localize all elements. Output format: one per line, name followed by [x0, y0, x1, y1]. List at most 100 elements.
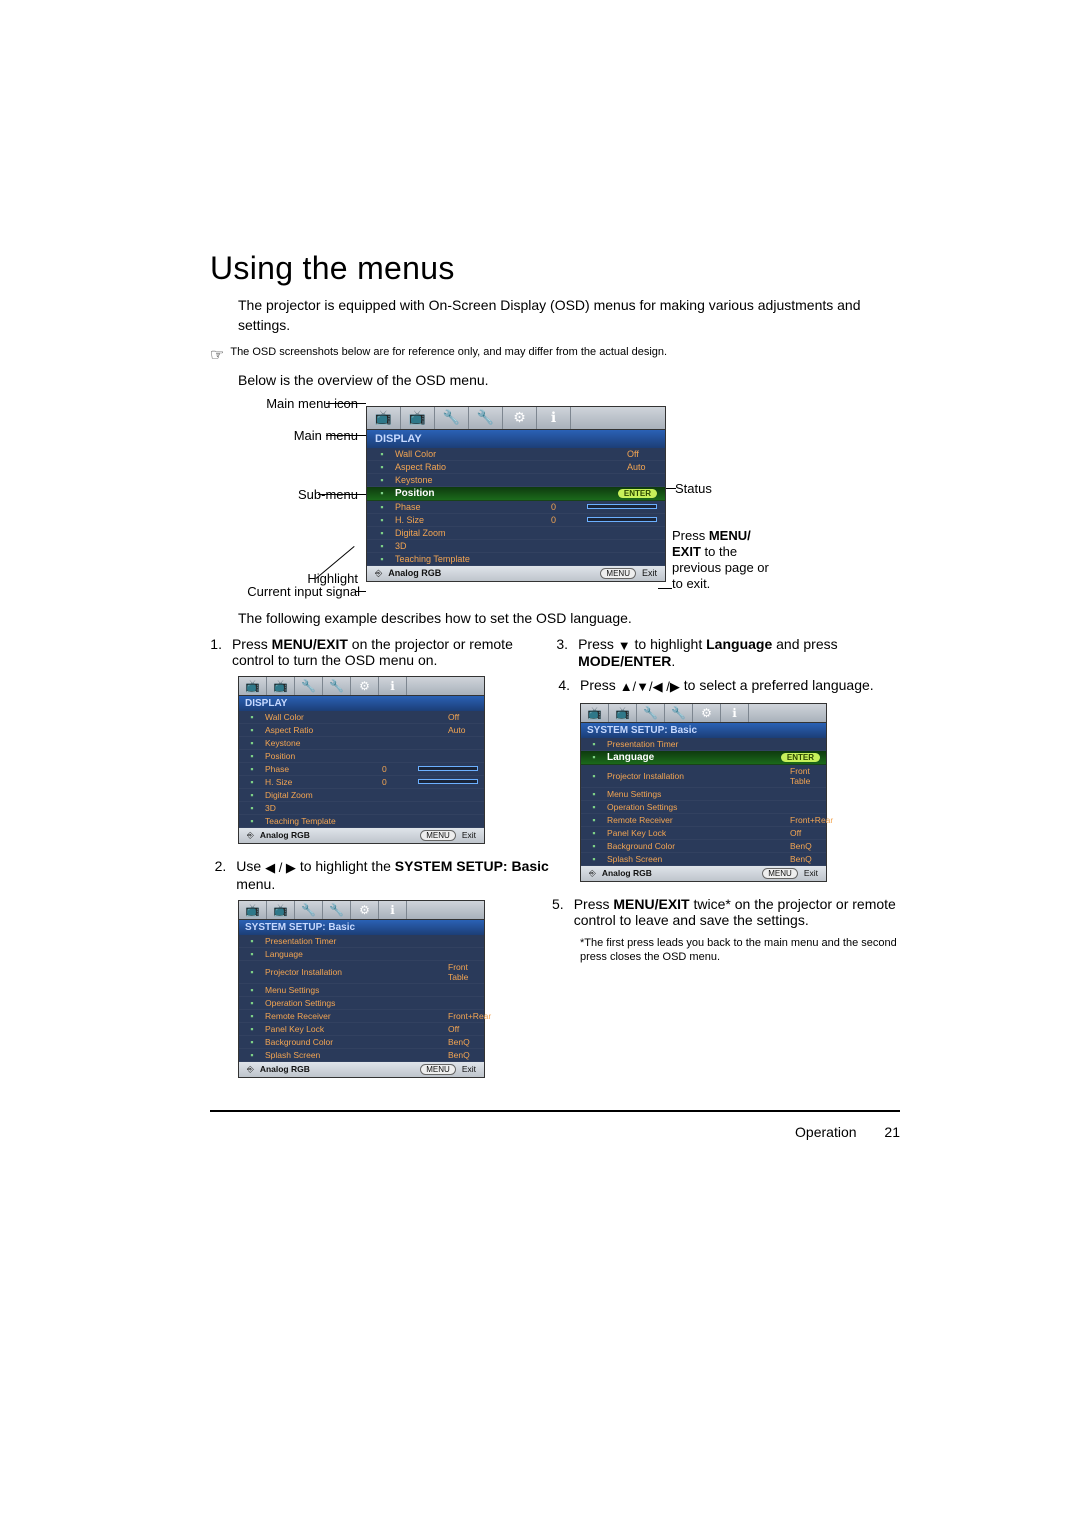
osd-menu-item: ▪3D	[239, 802, 484, 815]
osd-title: SYSTEM SETUP: Basic	[239, 920, 484, 935]
row-label: Aspect Ratio	[395, 462, 621, 472]
row-icon: ▪	[245, 816, 259, 826]
steps-desc: The following example describes how to s…	[238, 610, 900, 626]
osd-tab-icon: ℹ	[537, 407, 571, 429]
row-slider	[418, 766, 478, 771]
row-label: Menu Settings	[265, 985, 442, 995]
row-value: Off	[448, 1024, 478, 1034]
row-icon: ▪	[375, 462, 389, 472]
osd-menu-item: ▪Digital Zoom	[367, 527, 665, 540]
row-icon: ▪	[245, 790, 259, 800]
row-value: Off	[627, 449, 657, 459]
row-icon: ▪	[375, 554, 389, 564]
row-label: Language	[265, 949, 442, 959]
osd-body: ▪Presentation Timer▪LanguageENTER▪Projec…	[581, 738, 826, 866]
row-icon: ▪	[587, 739, 601, 749]
menu-chip: MENU	[420, 830, 456, 841]
osd-menu-item: ▪Presentation Timer	[239, 935, 484, 948]
osd-menu-item: ▪Splash ScreenBenQ	[581, 853, 826, 866]
signal-icon: ⎆	[375, 568, 382, 579]
osd-signal: Analog RGB	[602, 868, 756, 878]
step1-osd: 📺 📺 🔧 🔧 ⚙ ℹ DISPLAY ▪Wall ColorOff▪Aspec…	[238, 676, 485, 844]
osd-menu-item: ▪Operation Settings	[581, 801, 826, 814]
osd-menu-item: ▪Wall ColorOff	[367, 448, 665, 461]
row-icon: ▪	[245, 998, 259, 1008]
arrow-icons: ▲/▼/◀ /▶	[620, 679, 680, 695]
osd-tab-icon: ⚙	[351, 677, 379, 695]
row-icon: ▪	[245, 725, 259, 735]
row-label: Projector Installation	[265, 967, 442, 977]
osd-menu-item: ▪Phase0	[367, 501, 665, 514]
label-status: Status	[675, 481, 712, 497]
row-value: 0	[551, 515, 581, 525]
row-icon: ▪	[245, 1037, 259, 1047]
row-value: Front+Rear	[790, 815, 820, 825]
row-icon: ▪	[375, 515, 389, 525]
footer-page: 21	[884, 1124, 900, 1140]
menu-chip: MENU	[420, 1064, 456, 1075]
row-label: Wall Color	[395, 449, 621, 459]
row-icon: ▪	[245, 764, 259, 774]
row-label: Phase	[265, 764, 376, 774]
row-icon: ▪	[587, 771, 601, 781]
osd-menu-item: ▪Background ColorBenQ	[581, 840, 826, 853]
osd-menu-item: ▪PositionENTER	[367, 487, 665, 501]
row-icon: ▪	[245, 1024, 259, 1034]
signal-icon: ⎆	[247, 1064, 254, 1075]
page-heading: Using the menus	[210, 250, 900, 287]
step-1: 1. Press MENU/EXIT on the projector or r…	[238, 636, 558, 668]
label-main-menu-icon: Main menu icon	[228, 396, 358, 412]
row-icon: ▪	[375, 528, 389, 538]
row-label: Splash Screen	[265, 1050, 442, 1060]
osd-tab-icon: 🔧	[323, 901, 351, 919]
row-icon: ▪	[587, 854, 601, 864]
step5-note: *The first press leads you back to the m…	[580, 936, 900, 966]
row-icon: ▪	[587, 789, 601, 799]
row-slider	[587, 504, 657, 509]
row-icon: ▪	[245, 803, 259, 813]
osd-tab-icon: 🔧	[665, 704, 693, 722]
osd-tabs: 📺 📺 🔧 🔧 ⚙ ℹ	[367, 407, 665, 430]
overview-text: Below is the overview of the OSD menu.	[238, 372, 900, 388]
label-press-menu-exit: Press MENU/ EXIT to the previous page or…	[672, 528, 777, 593]
osd-menu-item: ▪Projector InstallationFront Table	[581, 765, 826, 788]
arrow-icons: ◀ / ▶	[265, 860, 296, 876]
row-value: Auto	[448, 725, 478, 735]
enter-badge: ENTER	[618, 489, 657, 498]
row-icon: ▪	[245, 985, 259, 995]
step-3: 3. Press ▼ to highlight Language and pre…	[580, 636, 900, 669]
osd-tab-icon: 🔧	[637, 704, 665, 722]
row-icon: ▪	[245, 738, 259, 748]
osd-menu-item: ▪Digital Zoom	[239, 789, 484, 802]
row-label: Background Color	[607, 841, 784, 851]
row-label: H. Size	[395, 515, 545, 525]
osd-menu-item: ▪ Menu Settings	[581, 788, 826, 801]
main-osd-panel: 📺 📺 🔧 🔧 ⚙ ℹ DISPLAY ▪ Wall Color Off ▪ Aspec…	[366, 406, 666, 582]
row-value: BenQ	[790, 854, 820, 864]
row-value: Off	[790, 828, 820, 838]
steps-columns: 1. Press MENU/EXIT on the projector or r…	[238, 636, 900, 1092]
row-label: Menu Settings	[607, 789, 784, 799]
signal-icon: ⎆	[247, 830, 254, 841]
row-label: Keystone	[395, 475, 621, 485]
step-5: 5. Press MENU/EXIT twice* on the project…	[580, 896, 900, 928]
osd-tab-icon: 📺	[609, 704, 637, 722]
osd-tab-icon: ℹ	[721, 704, 749, 722]
osd-menu-item: ▪Operation Settings	[239, 997, 484, 1010]
step2-osd: 📺 📺 🔧 🔧 ⚙ ℹ SYSTEM SETUP: Basic ▪Present…	[238, 900, 485, 1078]
osd-tab-icon: 🔧	[295, 901, 323, 919]
osd-title: DISPLAY	[367, 430, 665, 448]
row-icon: ▪	[245, 1050, 259, 1060]
step-4: 4. Press ▲/▼/◀ /▶ to select a preferred …	[580, 677, 900, 695]
footer-section: Operation	[795, 1124, 856, 1140]
note-text: The OSD screenshots below are for refere…	[230, 346, 667, 366]
osd-tab-icon: 📺	[267, 901, 295, 919]
osd-menu-item: ▪Position	[239, 750, 484, 763]
osd-title: DISPLAY	[239, 696, 484, 711]
osd-signal: Analog RGB	[260, 830, 414, 840]
row-label: Panel Key Lock	[607, 828, 784, 838]
osd-menu-item: ▪Teaching Template	[367, 553, 665, 566]
row-label: Phase	[395, 502, 545, 512]
osd-tab-icon: ⚙	[503, 407, 537, 429]
osd-tab-icon: 🔧	[435, 407, 469, 429]
